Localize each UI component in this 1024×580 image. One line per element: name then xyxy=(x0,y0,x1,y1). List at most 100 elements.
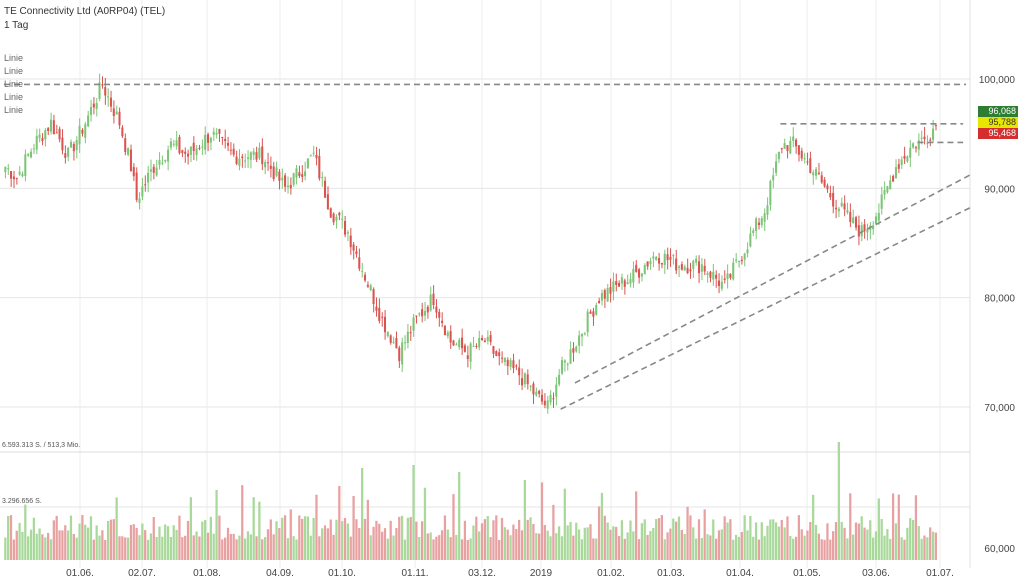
volume-bar xyxy=(672,518,675,560)
candle-body xyxy=(107,96,110,98)
candle-body xyxy=(378,307,381,321)
candle-body xyxy=(892,176,895,182)
trendlines xyxy=(4,83,973,410)
volume-bar xyxy=(869,520,872,560)
candle-body xyxy=(726,273,729,280)
legend-item-line-5[interactable]: Linie xyxy=(4,105,24,115)
candle-body xyxy=(141,186,144,197)
legend-item-line-2[interactable]: Linie xyxy=(4,66,24,76)
candle-body xyxy=(632,268,635,283)
candle-body xyxy=(401,342,404,365)
volume-bar xyxy=(586,527,589,560)
volume-bar xyxy=(512,524,515,560)
volume-bar xyxy=(189,497,192,560)
volume-bar xyxy=(926,537,929,560)
candle-body xyxy=(383,316,387,333)
candle-body xyxy=(529,386,532,388)
candle-body xyxy=(489,335,492,342)
legend-item-line-3[interactable]: Linie xyxy=(4,79,24,89)
candle-body xyxy=(894,167,897,179)
volume-bar xyxy=(27,536,30,560)
volume-bar xyxy=(891,493,895,560)
volume-bar xyxy=(440,530,444,560)
candle-body xyxy=(281,177,284,181)
volume-bar xyxy=(929,527,932,560)
volume-bar xyxy=(55,515,58,560)
volume-bar xyxy=(857,523,860,560)
volume-bar xyxy=(7,515,10,560)
volume-bar xyxy=(883,535,886,560)
volume-bars xyxy=(4,442,938,560)
candle-body xyxy=(792,136,795,141)
candle-body xyxy=(284,175,287,187)
volume-bar xyxy=(372,526,375,560)
candle-body xyxy=(675,258,678,271)
y-tick-label: 60,000 xyxy=(984,544,1015,555)
candle-body xyxy=(874,216,877,224)
volume-bar xyxy=(792,538,795,560)
volume-bar xyxy=(889,538,892,560)
candle-body xyxy=(147,172,150,183)
trendline xyxy=(560,206,973,410)
legend-item-line-1[interactable]: Linie xyxy=(4,53,24,63)
volume-bar xyxy=(400,515,404,560)
volume-bar xyxy=(769,519,772,560)
volume-bar xyxy=(772,519,775,560)
candle-body xyxy=(261,146,264,165)
candle-body xyxy=(324,180,327,198)
candle-body xyxy=(712,271,715,280)
volume-bar xyxy=(675,521,678,560)
volume-bar xyxy=(526,519,529,560)
volume-bar xyxy=(392,535,395,560)
volume-bar xyxy=(640,523,644,560)
candle-body xyxy=(306,158,309,169)
volume-bar xyxy=(720,529,723,560)
candle-body xyxy=(118,111,121,126)
candle-body xyxy=(578,335,581,346)
volume-max-label: 6.593.313 S. / 513,3 Mio. xyxy=(2,442,81,449)
candle-body xyxy=(526,374,529,385)
volume-bar xyxy=(809,522,812,560)
candle-body xyxy=(520,378,524,386)
volume-bar xyxy=(275,521,278,560)
volume-bar xyxy=(797,515,801,560)
candle-body xyxy=(304,171,307,177)
candle-body xyxy=(175,140,178,147)
volume-bar xyxy=(35,533,38,560)
volume-bar xyxy=(580,539,584,560)
candle-body xyxy=(717,280,720,286)
candle-body xyxy=(81,129,84,134)
volume-bar xyxy=(709,535,712,560)
candle-body xyxy=(178,137,181,154)
volume-bar xyxy=(911,519,915,560)
candle-body xyxy=(569,349,572,364)
volume-bar xyxy=(635,491,638,560)
candle-body xyxy=(909,147,912,158)
candle-body xyxy=(737,260,740,263)
volume-bar xyxy=(535,533,538,560)
candle-body xyxy=(772,175,775,181)
volume-bar xyxy=(438,535,441,560)
candle-body xyxy=(452,340,455,346)
candle-body xyxy=(421,309,424,317)
volume-bar xyxy=(412,465,415,560)
volume-bar xyxy=(880,519,883,560)
candle-body xyxy=(760,218,763,226)
volume-bar xyxy=(466,539,469,560)
legend-item-line-4[interactable]: Linie xyxy=(4,92,24,102)
candle-body xyxy=(883,190,886,195)
volume-bar xyxy=(657,518,661,560)
y-axis: 100,000 90,000 80,000 70,000 60,000 xyxy=(979,75,1016,555)
candle-body xyxy=(441,320,444,323)
volume-bar xyxy=(298,515,301,560)
volume-bar xyxy=(101,530,104,560)
candle-body xyxy=(206,134,210,143)
candle-body xyxy=(298,172,301,177)
candle-body xyxy=(389,335,392,343)
candle-body xyxy=(849,211,852,223)
volume-bar xyxy=(158,526,161,560)
candle-body xyxy=(129,149,132,172)
candle-body xyxy=(498,352,501,357)
candle-body xyxy=(386,332,389,336)
